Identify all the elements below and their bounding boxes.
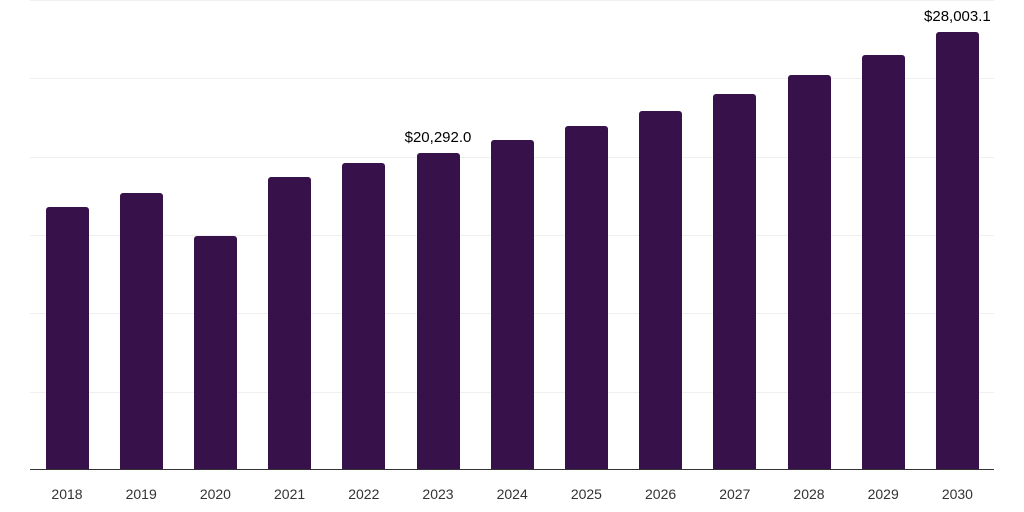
x-tick-label: 2030 (941, 486, 973, 502)
x-tick-label: 2020 (199, 486, 231, 502)
x-tick-label: 2024 (496, 486, 528, 502)
bar-2021 (268, 177, 312, 470)
x-axis-line (30, 469, 994, 470)
bar-2030 (935, 32, 979, 470)
x-tick-label: 2023 (422, 486, 454, 502)
gridline (30, 78, 994, 79)
bar-2019 (119, 193, 163, 470)
x-tick-label: 2026 (645, 486, 677, 502)
gridline (30, 0, 994, 1)
x-tick-label: 2018 (51, 486, 83, 502)
data-label-2030: $28,003.1 (924, 8, 991, 25)
x-tick-label: 2027 (719, 486, 751, 502)
bar-2027 (713, 94, 757, 470)
bar-2029 (861, 55, 905, 470)
bar-2026 (639, 111, 683, 470)
x-tick-label: 2022 (348, 486, 380, 502)
bar-2018 (45, 207, 89, 470)
bar-2025 (564, 126, 608, 470)
x-tick-label: 2021 (274, 486, 306, 502)
data-label-2023: $20,292.0 (404, 129, 472, 146)
bar-2020 (193, 236, 237, 470)
x-tick-label: 2025 (570, 486, 602, 502)
bar-2024 (490, 140, 534, 470)
bar-2028 (787, 75, 831, 470)
x-tick-label: 2019 (125, 486, 157, 502)
bar-2022 (342, 163, 386, 470)
bar-2023 (416, 153, 460, 470)
x-tick-label: 2029 (867, 486, 899, 502)
x-tick-label: 2028 (793, 486, 825, 502)
